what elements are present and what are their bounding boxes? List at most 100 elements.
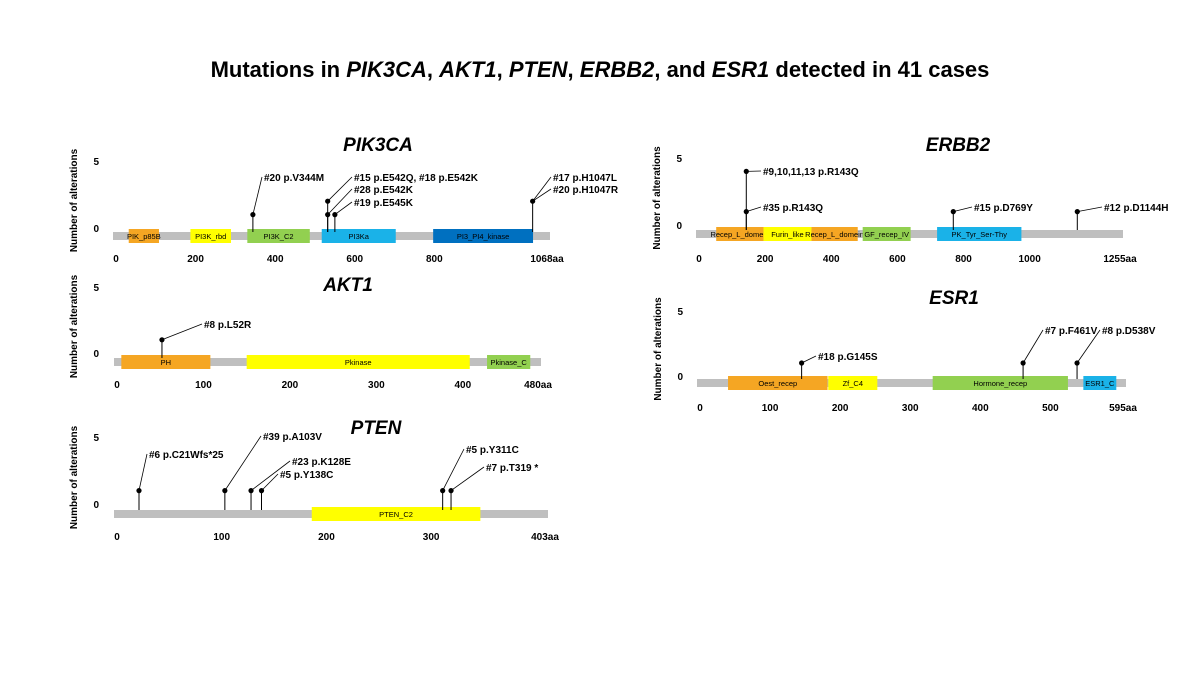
y-tick-label: 5	[677, 307, 683, 318]
mutation-leader	[953, 206, 973, 212]
title-part: ERBB2	[580, 57, 655, 82]
length-label: 1068aa	[530, 254, 564, 265]
length-label: 1255aa	[1103, 254, 1137, 265]
x-tick-label: 200	[318, 532, 335, 543]
y-axis-label: Number of alterations	[652, 146, 663, 250]
x-tick-label: 0	[114, 532, 120, 543]
mutation-leader	[746, 206, 762, 212]
domain-recep_l_domein	[811, 227, 858, 241]
mutation-leader	[327, 188, 353, 215]
x-tick-label: 600	[889, 254, 906, 265]
domain-label: Recep_L_domein	[805, 230, 864, 239]
domain-pk_tyr_ser-thy	[937, 227, 1022, 241]
x-tick-label: 100	[762, 403, 779, 414]
mutation-leader	[261, 473, 279, 491]
domain-label: GF_recep_IV	[864, 230, 909, 239]
panel-akt1: AKT1 Number of alterations 0 5 PH Pkinase Pkin…	[69, 274, 552, 391]
mutation-label: #28 p.E542K	[354, 185, 414, 196]
x-tick-label: 300	[423, 532, 440, 543]
protein-backbone-start	[113, 232, 117, 240]
x-tick-label: 0	[113, 254, 119, 265]
gene-title-esr1: ESR1	[929, 288, 979, 309]
domain-pi3_pi4_kinase	[433, 229, 534, 243]
length-label: 480aa	[524, 380, 552, 391]
y-tick-label: 0	[93, 349, 99, 360]
mutation-label: #20 p.H1047R	[553, 185, 619, 196]
mutation-label: #12 p.D1144H	[1104, 203, 1169, 214]
mutation-label: #15 p.D769Y	[974, 203, 1033, 214]
mutation-leader	[252, 176, 263, 215]
title-part: ESR1	[712, 57, 769, 82]
title-part: ,	[497, 57, 509, 82]
x-tick-label: 500	[1042, 403, 1059, 414]
protein-backbone-start	[114, 510, 118, 518]
mutation-leader	[138, 453, 148, 491]
y-tick-label: 5	[93, 157, 99, 168]
gene-title-akt1: AKT1	[322, 275, 373, 296]
mutation-label: #39 p.A103V	[263, 432, 322, 443]
x-tick-label: 600	[346, 254, 363, 265]
gene-title-pten: PTEN	[351, 418, 403, 439]
domain-label: Recep_L_domein	[710, 230, 769, 239]
protein-backbone-end	[540, 232, 550, 240]
domain-label: PK_Tyr_Ser-Thy	[952, 230, 1008, 239]
x-tick-label: 200	[832, 403, 849, 414]
domain-oest_recep	[728, 376, 828, 390]
mutation-leader	[224, 435, 262, 491]
mutation-label: #7 p.F461V	[1045, 326, 1098, 337]
mutation-label: #35 p.R143Q	[763, 203, 823, 214]
protein-backbone-start	[696, 230, 700, 238]
y-axis-label: Number of alterations	[69, 274, 80, 378]
domain-pi3ka	[321, 229, 396, 243]
protein-backbone-end	[531, 358, 541, 366]
x-tick-label: 300	[368, 380, 385, 391]
mutation-label: #5 p.Y138C	[280, 470, 333, 481]
x-tick-label: 400	[823, 254, 840, 265]
y-tick-label: 0	[676, 221, 682, 232]
mutation-leader	[250, 460, 291, 491]
x-tick-label: 400	[454, 380, 471, 391]
mutation-label: #7 p.T319 *	[486, 463, 538, 474]
title-part: detected in 41 cases	[769, 57, 989, 82]
domain-ph	[121, 355, 211, 369]
mutation-leader	[450, 466, 485, 491]
domain-hormone_recep	[932, 376, 1068, 390]
domain-recep_l_domein	[716, 227, 764, 241]
domain-label: Pkinase_C	[491, 358, 528, 367]
panel-pik3ca: PIK3CA Number of alterations 0 5 PIK_p85B PI3…	[69, 135, 619, 265]
mutation-label: #8 p.L52R	[204, 320, 252, 331]
mutation-label: #23 p.K128E	[292, 457, 351, 468]
mutation-label: #5 p.Y311C	[466, 445, 519, 456]
y-tick-label: 5	[93, 283, 99, 294]
title-part: AKT1	[438, 57, 496, 82]
domain-label: Hormone_recep	[973, 379, 1027, 388]
domain-pkinase_c	[487, 355, 531, 369]
domain-label: PI3Ka	[349, 232, 370, 241]
x-tick-label: 200	[757, 254, 774, 265]
domain-label: PI3_PI4_kinase	[457, 232, 510, 241]
protein-backbone-end	[1113, 230, 1123, 238]
x-tick-label: 800	[426, 254, 443, 265]
domain-pi3k_c2	[247, 229, 310, 243]
mutation-leader	[801, 355, 817, 364]
domain-label: Zf_C4	[843, 379, 863, 388]
x-tick-label: 800	[955, 254, 972, 265]
domain-pi3k_rbd	[190, 229, 232, 243]
domain-zf_c4	[828, 376, 878, 390]
x-tick-label: 100	[213, 532, 230, 543]
domain-label: Oest_recep	[758, 379, 797, 388]
gene-title-erbb2: ERBB2	[926, 135, 991, 156]
domain-label: PI3K_C2	[264, 232, 294, 241]
mutation-leader	[1022, 329, 1044, 364]
mutation-label: #20 p.V344M	[264, 173, 324, 184]
x-tick-label: 0	[697, 403, 703, 414]
gene-panels: PIK3CA Number of alterations 0 5 PIK_p85B PI3…	[69, 135, 1169, 543]
x-tick-label: 400	[267, 254, 284, 265]
y-tick-label: 0	[677, 372, 683, 383]
mutation-leader	[532, 176, 552, 202]
panel-esr1: ESR1 Number of alterations 0 5 Oest_recep Zf_…	[653, 288, 1156, 414]
y-tick-label: 5	[93, 433, 99, 444]
panel-pten: PTEN Number of alterations 0 5 PTEN_C2 0 100 20…	[69, 418, 559, 543]
x-tick-label: 1000	[1019, 254, 1042, 265]
y-tick-label: 0	[93, 500, 99, 511]
